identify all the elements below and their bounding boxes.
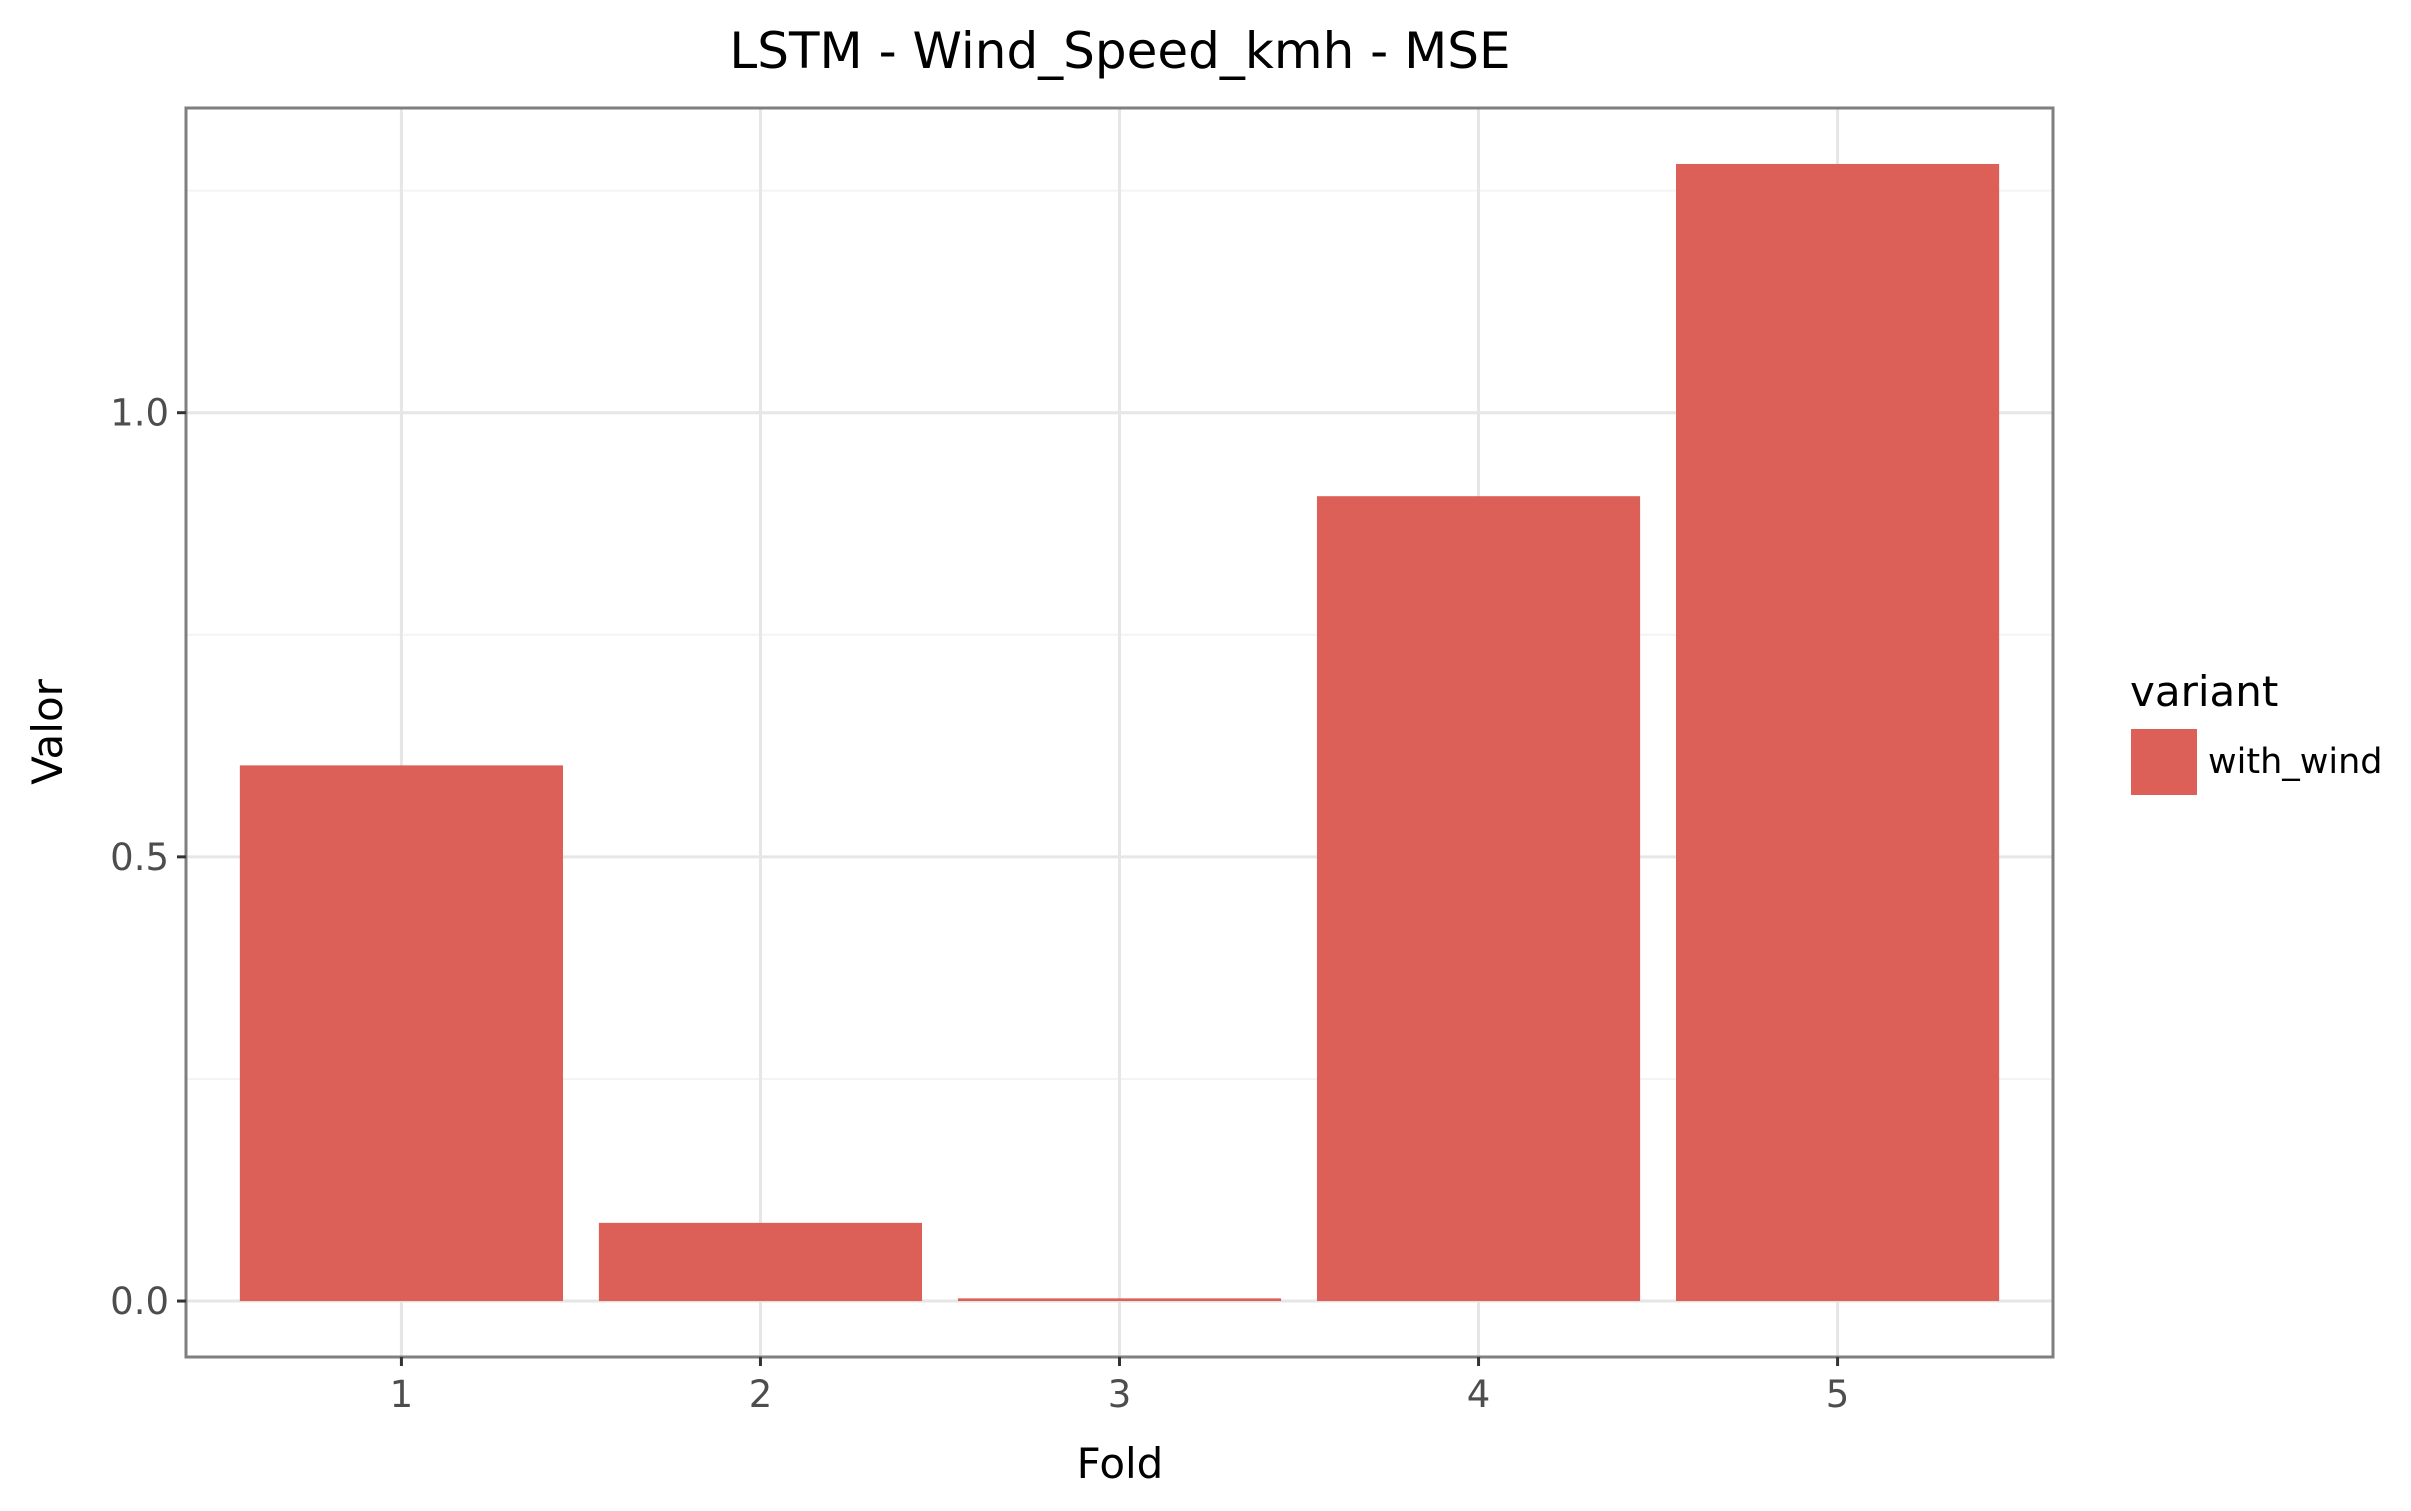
y-axis-ticks: 0.0 0.5 1.0 [110, 392, 186, 1323]
legend-title: variant [2130, 667, 2278, 716]
x-tick-label: 2 [749, 1373, 773, 1416]
legend-label-with-wind: with_wind [2208, 742, 2383, 782]
bar-fold-3 [957, 1298, 1282, 1302]
legend: variant with_wind [2130, 667, 2383, 795]
bar-fold-5 [1676, 163, 2000, 1302]
x-tick-label: 3 [1108, 1373, 1132, 1416]
x-tick-label: 4 [1467, 1373, 1491, 1416]
y-tick-label: 1.0 [110, 392, 169, 435]
y-tick-label: 0.0 [110, 1280, 169, 1323]
bar-fold-1 [239, 765, 563, 1302]
x-tick-label: 5 [1826, 1373, 1850, 1416]
bar-fold-4 [1316, 496, 1641, 1302]
x-tick-label: 1 [390, 1373, 414, 1416]
chart-title: LSTM - Wind_Speed_kmh - MSE [729, 22, 1510, 80]
bars [239, 163, 2000, 1302]
bar-fold-2 [598, 1222, 923, 1302]
x-axis-ticks: 1 2 3 4 5 [390, 1357, 1850, 1416]
legend-key-with-wind [2131, 729, 2197, 795]
x-axis-title: Fold [1077, 1439, 1164, 1488]
y-tick-label: 0.5 [110, 836, 169, 879]
y-axis-title: Valor [23, 678, 72, 785]
